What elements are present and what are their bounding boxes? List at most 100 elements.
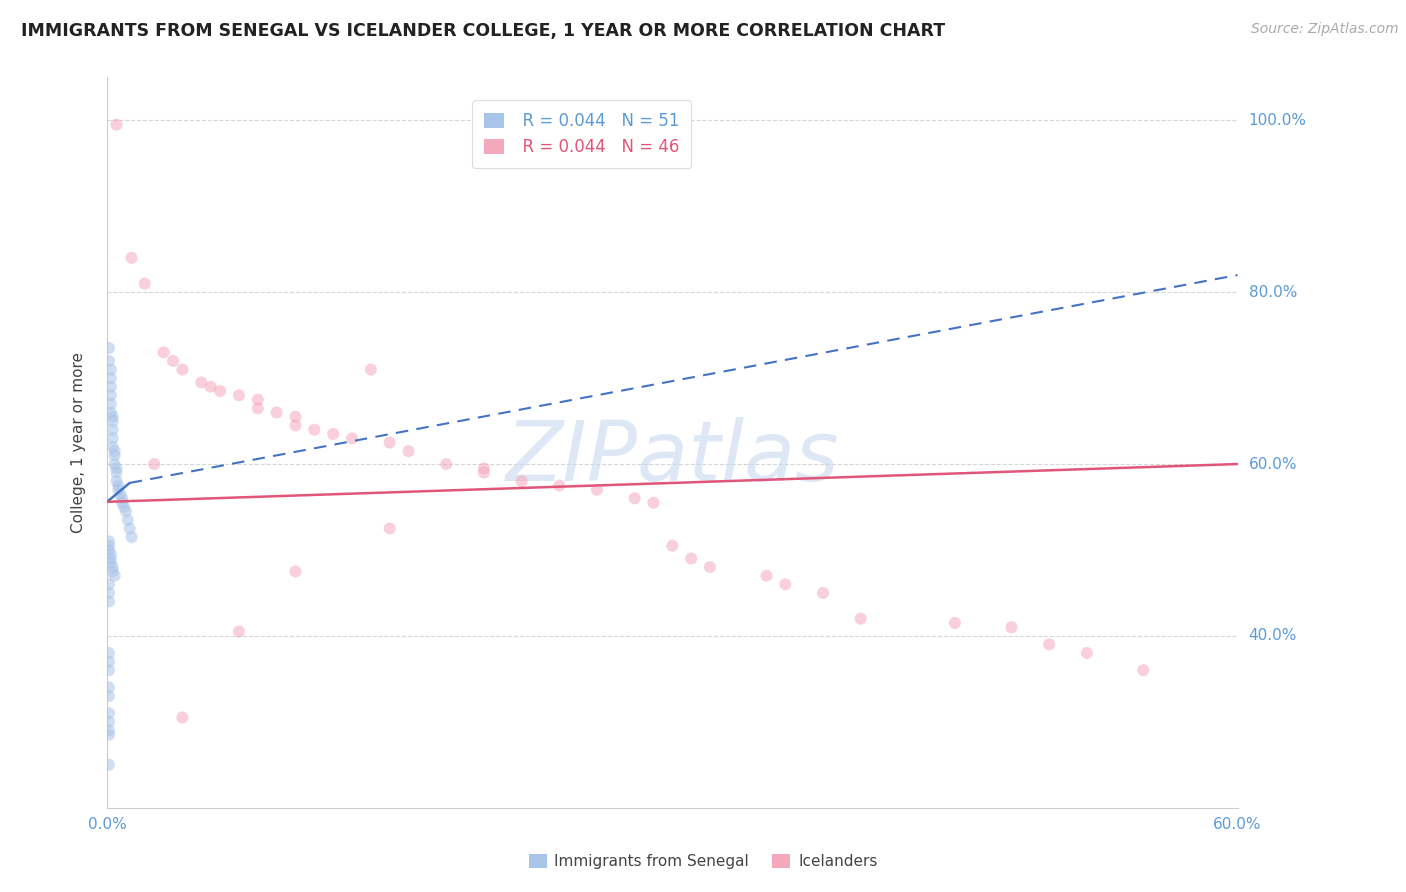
- Point: [97, 646, 120, 660]
- Point: [398, 444, 420, 458]
- Point: [100, 362, 122, 376]
- Point: [699, 560, 721, 574]
- Point: [200, 380, 222, 394]
- Point: [100, 405, 122, 419]
- Point: [943, 615, 966, 630]
- Legend:   R = 0.044   N = 51,   R = 0.044   N = 46: R = 0.044 N = 51, R = 0.044 N = 46: [472, 101, 692, 168]
- Point: [1132, 663, 1154, 677]
- Point: [97, 341, 120, 355]
- Point: [134, 277, 156, 291]
- Point: [121, 530, 143, 544]
- Point: [117, 513, 139, 527]
- Point: [97, 594, 120, 608]
- Point: [97, 539, 120, 553]
- Point: [97, 586, 120, 600]
- Point: [360, 362, 382, 376]
- Text: ZIPatlas: ZIPatlas: [506, 417, 839, 498]
- Point: [101, 560, 124, 574]
- Point: [97, 354, 120, 368]
- Point: [101, 440, 124, 454]
- Point: [643, 496, 665, 510]
- Point: [100, 388, 122, 402]
- Point: [101, 409, 124, 424]
- Point: [100, 547, 122, 561]
- Point: [849, 612, 872, 626]
- Point: [340, 431, 363, 445]
- Point: [1076, 646, 1098, 660]
- Point: [111, 496, 134, 510]
- Text: Source: ZipAtlas.com: Source: ZipAtlas.com: [1251, 22, 1399, 37]
- Point: [101, 414, 124, 428]
- Point: [284, 409, 307, 424]
- Point: [152, 345, 174, 359]
- Point: [143, 457, 166, 471]
- Point: [97, 681, 120, 695]
- Point: [121, 251, 143, 265]
- Text: 60.0%: 60.0%: [1249, 457, 1298, 472]
- Point: [100, 397, 122, 411]
- Point: [110, 487, 132, 501]
- Point: [755, 568, 778, 582]
- Point: [322, 427, 344, 442]
- Point: [510, 474, 533, 488]
- Point: [623, 491, 645, 506]
- Point: [97, 655, 120, 669]
- Point: [100, 371, 122, 385]
- Point: [100, 551, 122, 566]
- Point: [209, 384, 232, 398]
- Point: [162, 354, 184, 368]
- Text: 100.0%: 100.0%: [1249, 113, 1306, 128]
- Text: 80.0%: 80.0%: [1249, 285, 1296, 300]
- Text: IMMIGRANTS FROM SENEGAL VS ICELANDER COLLEGE, 1 YEAR OR MORE CORRELATION CHART: IMMIGRANTS FROM SENEGAL VS ICELANDER COL…: [21, 22, 945, 40]
- Point: [107, 478, 129, 492]
- Point: [661, 539, 683, 553]
- Point: [97, 706, 120, 721]
- Point: [1038, 637, 1060, 651]
- Point: [228, 624, 250, 639]
- Point: [101, 431, 124, 445]
- Point: [105, 118, 128, 132]
- Point: [101, 423, 124, 437]
- Point: [97, 543, 120, 558]
- Point: [97, 689, 120, 703]
- Point: [97, 728, 120, 742]
- Point: [378, 435, 401, 450]
- Point: [304, 423, 326, 437]
- Point: [112, 500, 135, 514]
- Point: [472, 466, 495, 480]
- Point: [118, 521, 141, 535]
- Point: [190, 376, 212, 390]
- Point: [246, 401, 269, 416]
- Point: [548, 478, 571, 492]
- Point: [105, 461, 128, 475]
- Y-axis label: College, 1 year or more: College, 1 year or more: [72, 352, 86, 533]
- Point: [775, 577, 797, 591]
- Point: [115, 504, 138, 518]
- Legend: Immigrants from Senegal, Icelanders: Immigrants from Senegal, Icelanders: [523, 848, 883, 875]
- Point: [681, 551, 703, 566]
- Point: [246, 392, 269, 407]
- Point: [104, 444, 127, 458]
- Text: 40.0%: 40.0%: [1249, 628, 1296, 643]
- Point: [97, 757, 120, 772]
- Point: [100, 556, 122, 570]
- Point: [586, 483, 609, 497]
- Point: [101, 565, 124, 579]
- Point: [266, 405, 288, 419]
- Point: [105, 474, 128, 488]
- Point: [105, 466, 128, 480]
- Point: [97, 663, 120, 677]
- Point: [100, 380, 122, 394]
- Point: [284, 565, 307, 579]
- Point: [104, 449, 127, 463]
- Point: [111, 491, 134, 506]
- Point: [284, 418, 307, 433]
- Point: [1000, 620, 1022, 634]
- Point: [97, 577, 120, 591]
- Point: [434, 457, 457, 471]
- Point: [104, 568, 127, 582]
- Point: [97, 723, 120, 738]
- Point: [228, 388, 250, 402]
- Point: [104, 457, 127, 471]
- Point: [472, 461, 495, 475]
